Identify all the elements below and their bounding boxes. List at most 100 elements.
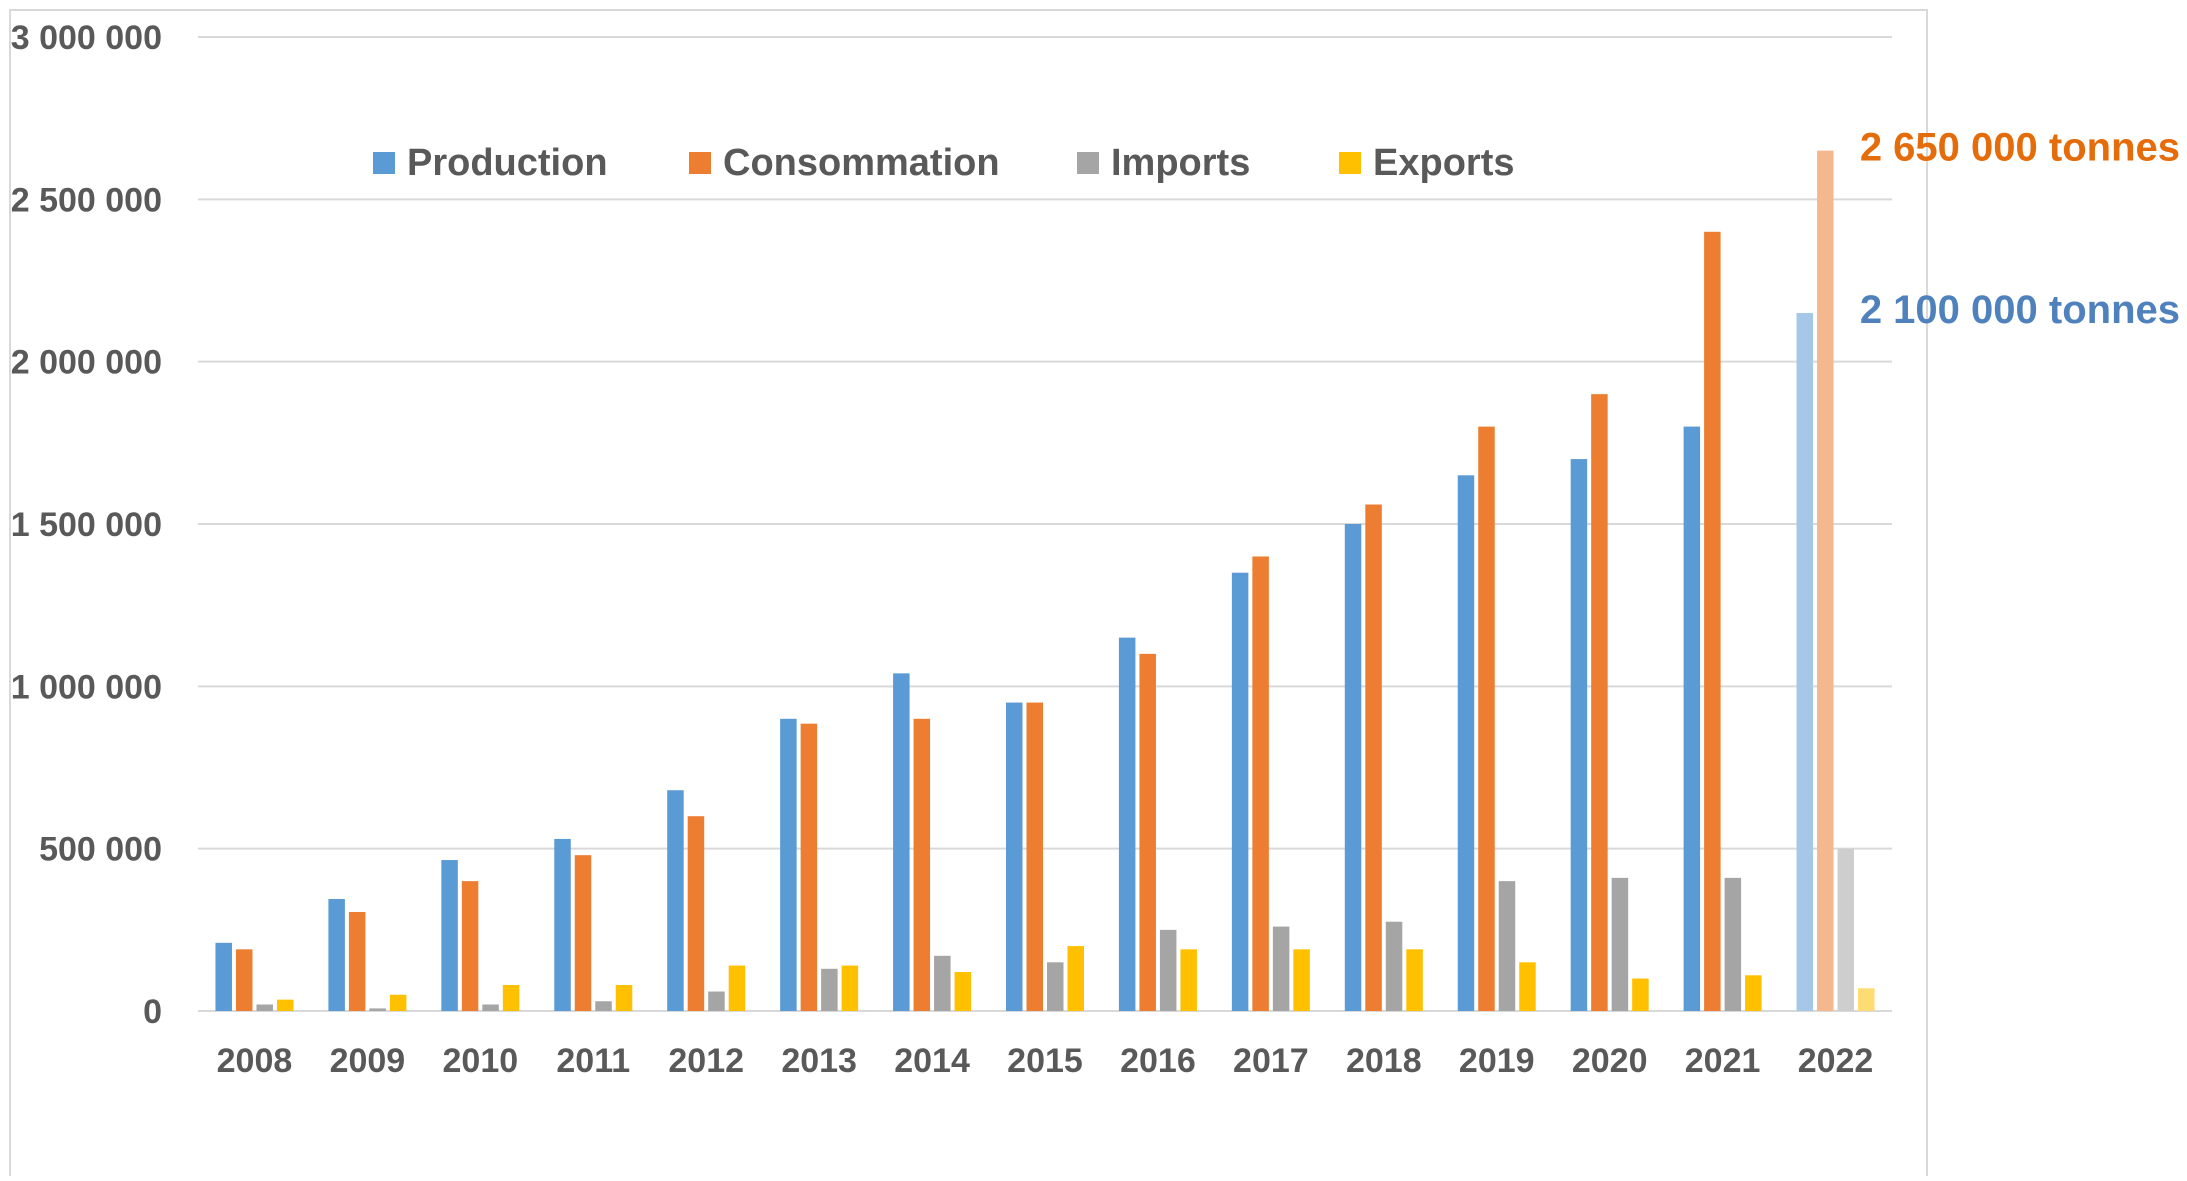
legend: Production Consommation Imports Exports [373,142,1514,184]
bar-consommation-2020 [1591,394,1608,1012]
y-tick-label: 2 500 000 [11,181,162,219]
bar-production-2022 [1796,312,1814,1011]
x-tick-label: 2015 [1007,1042,1083,1080]
y-tick-label: 1 500 000 [11,506,162,544]
bar-exports-2021 [1745,975,1762,1011]
bar-consommation-2014 [913,718,931,1011]
bar-exports-2011 [615,985,633,1011]
bar-exports-2012 [728,965,746,1011]
bar-imports-2009 [369,1008,386,1011]
legend-label-imports: Imports [1111,142,1250,184]
bar-consommation-2016 [1139,653,1156,1011]
x-tick-label: 2013 [781,1042,857,1080]
bar-consommation-2021 [1704,231,1721,1012]
bar-production-2011 [554,838,571,1011]
bar-production-2021 [1683,426,1701,1012]
x-tick-label: 2019 [1459,1042,1535,1080]
bar-imports-2013 [821,968,838,1011]
bar-consommation-2012 [687,816,705,1011]
bar-exports-2017 [1293,949,1310,1011]
bar-imports-2015 [1047,962,1064,1011]
bar-imports-2011 [595,1001,612,1011]
x-tick-label: 2016 [1120,1042,1196,1080]
legend-swatch-imports [1077,152,1099,174]
x-tick-label: 2017 [1233,1042,1309,1080]
y-tick-label: 500 000 [39,831,162,869]
bar-consommation-2019 [1478,426,1495,1012]
bar-consommation-2009 [348,911,366,1011]
bar-imports-2017 [1272,926,1290,1011]
bar-exports-2010 [502,985,520,1011]
y-axis-ticks: 0 500 000 1 000 000 1 500 000 2 000 000 2 500… [11,19,162,1031]
legend-label-consommation: Consommation [723,142,1000,184]
annotation-label: 2 650 000 tonnes [1860,126,2180,170]
bar-imports-2010 [482,1004,499,1011]
bar-production-2015 [1006,702,1023,1011]
bar-imports-2022 [1837,848,1855,1011]
y-tick-label: 0 [143,993,162,1031]
x-tick-label: 2014 [894,1042,970,1080]
y-tick-label: 2 000 000 [11,344,162,382]
bar-consommation-2010 [461,881,479,1011]
bar-imports-2019 [1498,881,1516,1011]
x-tick-label: 2008 [217,1042,293,1080]
x-axis-ticks: 2008 2009 2010 2011 2012 2013 2014 2015 2016 2017… [217,1042,1874,1080]
x-tick-label: 2010 [443,1042,519,1080]
bar-consommation-2013 [800,723,818,1011]
bar-exports-2019 [1519,962,1536,1011]
bar-consommation-2011 [574,855,592,1011]
bar-consommation-2008 [235,949,253,1011]
bar-production-2020 [1570,459,1588,1012]
bar-production-2009 [328,898,345,1011]
bar-imports-2012 [708,991,725,1011]
bar-imports-2008 [256,1004,273,1011]
x-tick-label: 2021 [1685,1042,1761,1080]
annotations: 2 650 000 tonnes 2 100 000 tonnes [1860,126,2180,332]
bar-production-2008 [215,942,232,1011]
bar-exports-2016 [1180,949,1197,1011]
bar-exports-2015 [1067,946,1084,1011]
bar-consommation-2018 [1365,504,1382,1011]
bar-exports-2013 [841,965,859,1011]
legend-swatch-exports [1339,152,1361,174]
x-tick-label: 2009 [330,1042,406,1080]
bar-imports-2018 [1385,921,1403,1011]
bar-exports-2020 [1632,978,1649,1011]
bar-exports-2022 [1858,988,1875,1011]
bar-production-2017 [1231,572,1249,1011]
bar-imports-2021 [1724,877,1742,1011]
bar-consommation-2022 [1817,150,1834,1012]
annotation-label: 2 100 000 tonnes [1860,288,2180,332]
x-tick-label: 2018 [1346,1042,1422,1080]
legend-label-exports: Exports [1373,142,1514,184]
bar-production-2016 [1118,637,1136,1011]
legend-swatch-consommation [689,152,711,174]
bar-exports-2014 [954,972,972,1011]
x-tick-label: 2022 [1798,1042,1874,1080]
bar-exports-2018 [1406,949,1423,1011]
gridlines [198,36,1892,1012]
x-tick-label: 2011 [556,1042,630,1080]
x-tick-label: 2012 [668,1042,744,1080]
bar-consommation-2015 [1026,702,1043,1011]
legend-swatch-production [373,152,395,174]
bar-production-2014 [893,673,910,1011]
bar-imports-2020 [1611,877,1629,1011]
bar-production-2019 [1457,475,1475,1011]
bars [215,150,1875,1012]
y-tick-label: 1 000 000 [11,668,162,706]
legend-label-production: Production [407,142,608,184]
bar-production-2013 [780,718,797,1011]
bar-exports-2008 [276,999,294,1011]
bar-consommation-2017 [1252,556,1269,1011]
bar-imports-2016 [1159,929,1177,1011]
bar-exports-2009 [389,994,407,1011]
bar-imports-2014 [934,955,951,1011]
y-tick-label: 3 000 000 [11,19,162,57]
bar-production-2018 [1344,524,1362,1011]
x-tick-label: 2020 [1572,1042,1648,1080]
bar-production-2012 [667,790,684,1011]
bar-production-2010 [441,860,458,1011]
